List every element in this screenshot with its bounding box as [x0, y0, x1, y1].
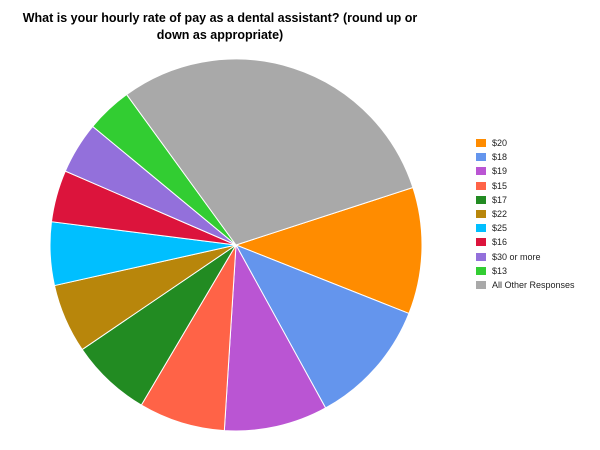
legend-label: $13	[492, 265, 508, 276]
legend-swatch	[476, 280, 486, 289]
legend-swatch	[476, 139, 486, 148]
legend-item: $20	[476, 136, 575, 150]
legend-item: $22	[476, 207, 575, 221]
legend-item: $16	[476, 235, 575, 249]
chart-legend: $20 $18 $19 $15 $17 $22 $25 $16 $30 or more $13 Al…	[476, 136, 575, 292]
legend-swatch	[476, 181, 486, 190]
pie-slice-18	[234, 244, 410, 409]
legend-swatch	[476, 238, 486, 247]
legend-label: $22	[492, 209, 508, 220]
pie-slice-20	[234, 186, 423, 315]
legend-label: $20	[492, 138, 508, 149]
legend-item: $18	[476, 150, 575, 164]
legend-label: $19	[492, 166, 508, 177]
legend-swatch	[476, 195, 486, 204]
legend-swatch	[476, 224, 486, 233]
legend-item: All Other Responses	[476, 278, 575, 292]
pie-slice-19	[223, 243, 327, 432]
chart-title: What is your hourly rate of pay as a den…	[22, 11, 418, 42]
legend-label: $16	[492, 237, 508, 248]
legend-item: $30 or more	[476, 250, 575, 264]
legend-item: $17	[476, 193, 575, 207]
legend-label: All Other Responses	[492, 279, 575, 290]
pie-slice-all-other-responses	[125, 58, 414, 246]
legend-swatch	[476, 153, 486, 162]
legend-label: $30 or more	[492, 251, 541, 262]
legend-swatch	[476, 252, 486, 261]
legend-label: $17	[492, 194, 508, 205]
legend-label: $25	[492, 223, 508, 234]
legend-item: $19	[476, 164, 575, 178]
legend-swatch	[476, 266, 486, 275]
legend-item: $25	[476, 221, 575, 235]
legend-item: $15	[476, 179, 575, 193]
legend-item: $13	[476, 264, 575, 278]
legend-label: $18	[492, 152, 508, 163]
legend-label: $15	[492, 180, 508, 191]
legend-swatch	[476, 210, 486, 219]
legend-swatch	[476, 167, 486, 176]
